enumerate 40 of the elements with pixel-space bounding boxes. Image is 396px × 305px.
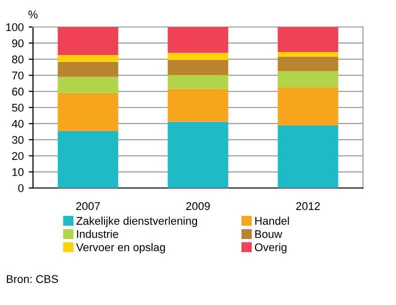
bar	[278, 52, 338, 57]
bar	[168, 27, 228, 53]
y-tick-label: 90	[12, 39, 24, 48]
bar	[168, 74, 228, 89]
legend-label: Vervoer en opslag	[76, 243, 165, 254]
bar	[278, 70, 338, 88]
y-tick-label: 30	[12, 136, 24, 144]
legend-label: Handel	[255, 216, 289, 225]
bar	[58, 92, 118, 131]
legend-label: Bouw	[255, 230, 282, 238]
x-tick-label: 2009	[186, 202, 210, 210]
y-tick-label: 0	[18, 184, 24, 192]
y-tick-label: 60	[12, 88, 24, 96]
y-tick-label: 80	[12, 55, 24, 64]
bar	[58, 55, 118, 62]
bar	[278, 27, 338, 52]
y-tick-label: 40	[12, 120, 24, 128]
text: Bron: CBS	[6, 275, 58, 283]
y-tick-label: 50	[12, 104, 24, 112]
x-tick-label: 2007	[76, 202, 100, 210]
y-tick-label: 10	[12, 168, 24, 176]
bar	[58, 130, 118, 188]
bar	[168, 52, 228, 60]
bar	[278, 56, 338, 71]
legend-label: Zakelijke dienstverlening	[76, 216, 198, 228]
legend-label: Overig	[254, 243, 286, 254]
legend-label: Industrie	[77, 230, 118, 238]
x-tick-label: 2012	[296, 202, 320, 210]
y-tick-label: 70	[12, 72, 24, 80]
y-tick-label: 100	[6, 23, 24, 32]
y-axis-title: %	[28, 10, 38, 18]
bar	[168, 122, 228, 188]
bar	[278, 88, 338, 126]
bar	[58, 27, 118, 56]
bar	[168, 88, 228, 122]
bar	[278, 126, 338, 188]
y-tick-label: 20	[12, 152, 24, 160]
bar	[168, 60, 228, 75]
bar	[58, 76, 118, 93]
bar	[58, 62, 118, 77]
